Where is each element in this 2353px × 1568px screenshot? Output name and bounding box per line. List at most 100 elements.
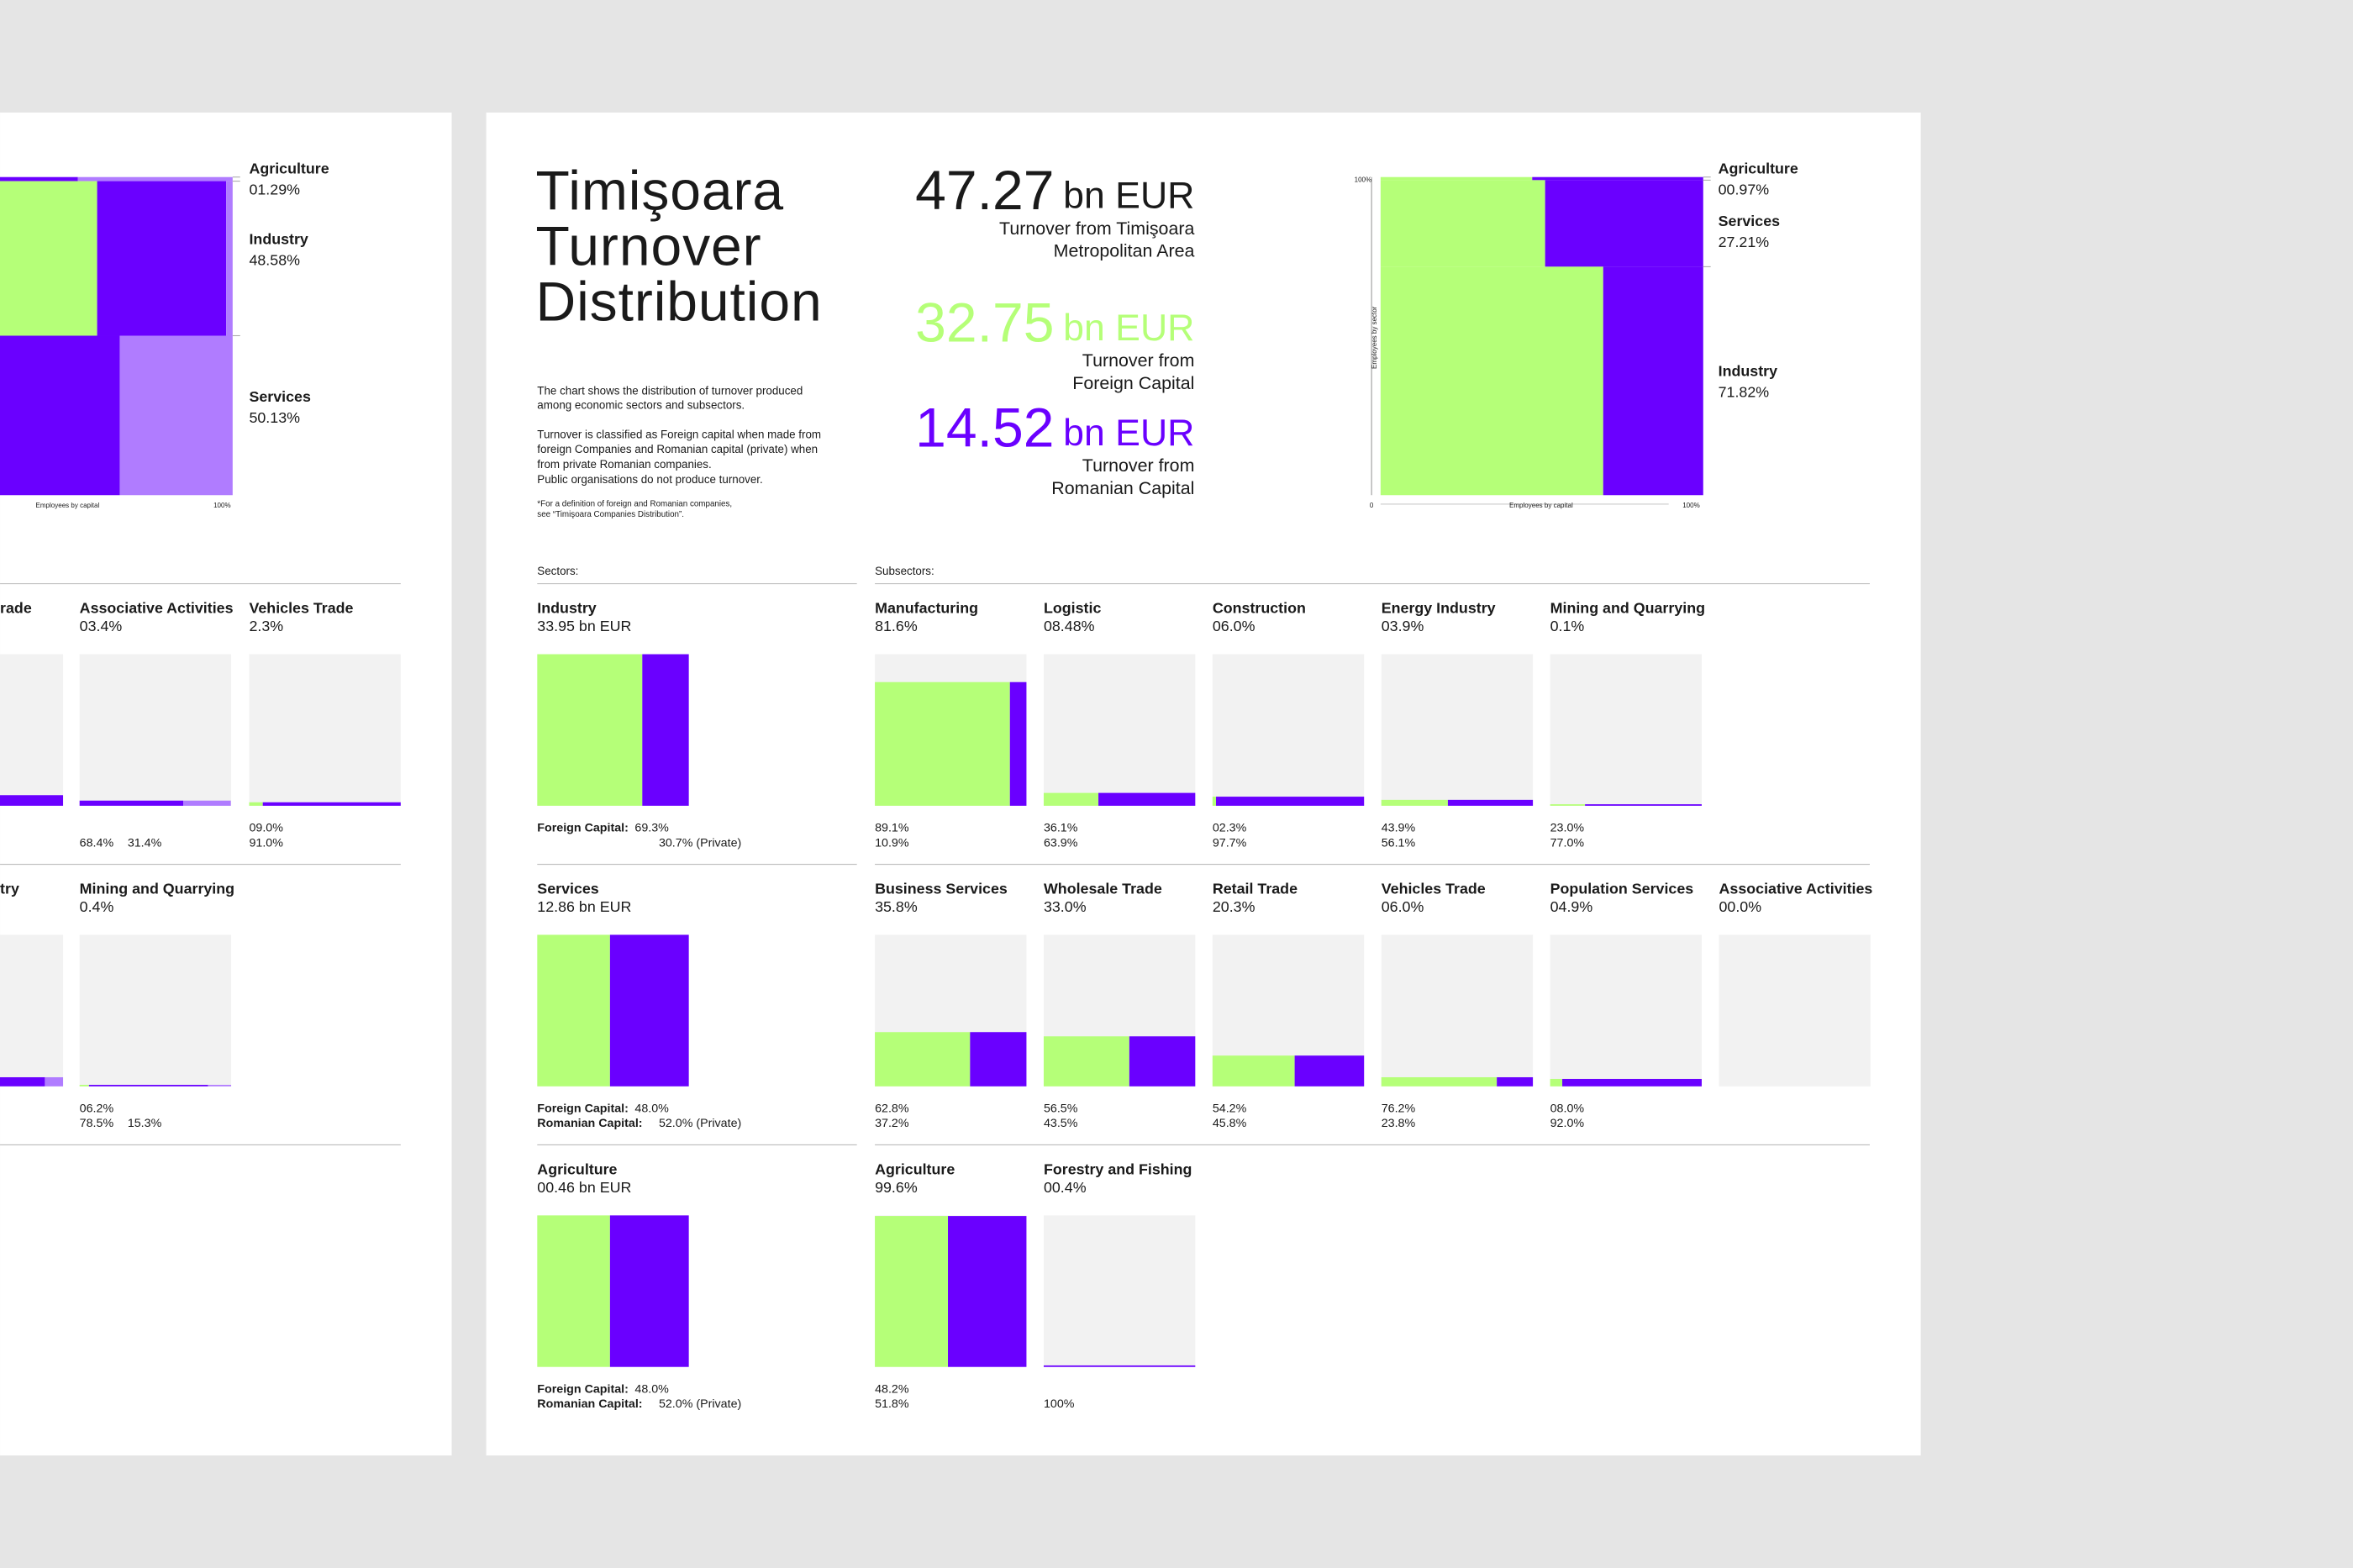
romanian-label: 91.0% bbox=[249, 836, 283, 850]
total: 14.52 bn EUR bbox=[915, 397, 1194, 459]
foreign-part bbox=[537, 934, 610, 1087]
subsector-name: Forestry and Fishing bbox=[1044, 1161, 1192, 1178]
foreign-part bbox=[0, 181, 97, 336]
foreign-part bbox=[1212, 797, 1217, 806]
sector-share: 50.13% bbox=[249, 409, 300, 426]
foreign-part bbox=[1381, 799, 1448, 806]
total-caption: Turnover from bbox=[1082, 350, 1195, 371]
romanian-part bbox=[1447, 799, 1534, 806]
romanian-part bbox=[609, 1215, 689, 1367]
footnote-line: *For a definition of foreign and Romania… bbox=[537, 500, 732, 509]
romanian-part bbox=[970, 1032, 1027, 1087]
sector-share: 01.29% bbox=[249, 181, 300, 197]
romanian-label: 68.4% bbox=[80, 836, 114, 850]
axis-label: Employees by capital bbox=[1509, 502, 1573, 509]
romanian-part bbox=[262, 802, 401, 806]
subsector-share: 20.3% bbox=[1213, 898, 1255, 915]
item-name: Associative Activities bbox=[80, 600, 234, 617]
subsector-box bbox=[1043, 654, 1196, 806]
romanian-part bbox=[1043, 1365, 1196, 1367]
romanian-part bbox=[1532, 176, 1703, 181]
subsector-share: 33.0% bbox=[1044, 898, 1087, 915]
foreign-part bbox=[1212, 1055, 1295, 1087]
romanian-part bbox=[0, 335, 120, 496]
public-label: 15.3% bbox=[128, 1117, 162, 1130]
item-share: 2.3% bbox=[249, 618, 283, 634]
sector-share: 00.97% bbox=[1719, 181, 1770, 197]
foreign-part bbox=[1043, 1036, 1129, 1087]
total-unit: bn EUR bbox=[1063, 308, 1194, 349]
foreign-label: 43.9% bbox=[1382, 821, 1416, 834]
romanian-part bbox=[0, 1076, 45, 1087]
subsector-share: 0.1% bbox=[1550, 618, 1585, 634]
subsector-name: Agriculture bbox=[875, 1161, 955, 1178]
item-name: Mining and Quarrying bbox=[80, 881, 234, 897]
subsector-name: Retail Trade bbox=[1213, 881, 1298, 897]
sector-share: 48.58% bbox=[249, 251, 300, 268]
foreign-part bbox=[1381, 1076, 1498, 1087]
sector-name: Services bbox=[537, 881, 598, 897]
subsector-box bbox=[1381, 934, 1534, 1087]
romanian-label: 52.0% (Private) bbox=[659, 1397, 741, 1411]
sector-label: Agriculture bbox=[1719, 160, 1798, 176]
romanian-label: 78.5% bbox=[80, 1117, 114, 1130]
foreign-label: 69.3% bbox=[634, 821, 669, 834]
public-part bbox=[183, 800, 231, 806]
romanian-part bbox=[948, 1216, 1027, 1367]
foreign-label: 89.1% bbox=[875, 821, 909, 834]
foreign-label: 06.2% bbox=[80, 1102, 114, 1115]
item-box bbox=[249, 654, 401, 806]
foreign-part bbox=[875, 1032, 971, 1087]
romanian-label: 52.0% (Private) bbox=[659, 1117, 741, 1130]
axis-tick: 0 bbox=[1370, 502, 1374, 509]
foreign-label: 08.0% bbox=[1550, 1102, 1585, 1115]
subsector-share: 06.0% bbox=[1382, 898, 1424, 915]
subsector-box bbox=[1212, 654, 1365, 806]
sector-value: 33.95 bn EUR bbox=[537, 618, 631, 634]
subsector-name: Associative Activities bbox=[1719, 881, 1873, 897]
foreign-part bbox=[537, 1215, 610, 1367]
subsector-share: 03.9% bbox=[1382, 618, 1424, 634]
romanian-label: 37.2% bbox=[875, 1117, 909, 1130]
foreign-part bbox=[875, 1216, 949, 1367]
foreign-label: 62.8% bbox=[875, 1102, 909, 1115]
romanian-part bbox=[609, 934, 689, 1087]
sector-value: 12.86 bn EUR bbox=[537, 898, 631, 915]
public-part bbox=[119, 335, 233, 496]
foreign-label: 36.1% bbox=[1044, 821, 1078, 834]
foreign-part bbox=[1380, 176, 1533, 181]
total-caption: Foreign Capital bbox=[1072, 373, 1194, 393]
total-unit: bn EUR bbox=[1063, 176, 1194, 217]
foreign-label: 09.0% bbox=[249, 821, 283, 834]
romanian-part bbox=[0, 176, 78, 182]
romanian-part bbox=[1098, 792, 1196, 806]
sector-name: Agriculture bbox=[537, 1161, 617, 1178]
item-box bbox=[79, 654, 232, 806]
subsector-name: Manufacturing bbox=[875, 600, 978, 617]
foreign-label: 48.0% bbox=[634, 1102, 669, 1115]
foreign-part bbox=[1380, 266, 1603, 496]
public-part bbox=[77, 176, 233, 182]
foreign-label: 48.0% bbox=[634, 1382, 669, 1396]
total-value: 47.27 bbox=[915, 160, 1054, 222]
footnote-line: see “Timişoara Companies Distribution”. bbox=[537, 510, 684, 519]
item-box bbox=[0, 934, 64, 1087]
subsector-name: Logistic bbox=[1044, 600, 1101, 617]
sector-label: Agriculture bbox=[249, 160, 329, 176]
total-caption: Turnover from Timişoara bbox=[999, 218, 1194, 239]
public-label: 31.4% bbox=[128, 836, 162, 850]
foreign-label: 23.0% bbox=[1550, 821, 1585, 834]
subsector-name: Construction bbox=[1213, 600, 1306, 617]
subsector-box bbox=[1719, 934, 1871, 1087]
total: 32.75 bn EUR bbox=[915, 292, 1194, 354]
romanian-part bbox=[1009, 681, 1027, 806]
total-caption: Romanian Capital bbox=[1051, 478, 1194, 498]
title-line: Distribution bbox=[536, 271, 823, 333]
item-box bbox=[79, 934, 232, 1087]
sector-label: Services bbox=[1719, 213, 1780, 229]
total-value: 14.52 bbox=[915, 397, 1054, 459]
foreign-part bbox=[1043, 792, 1099, 806]
total-caption: Turnover from bbox=[1082, 455, 1195, 476]
